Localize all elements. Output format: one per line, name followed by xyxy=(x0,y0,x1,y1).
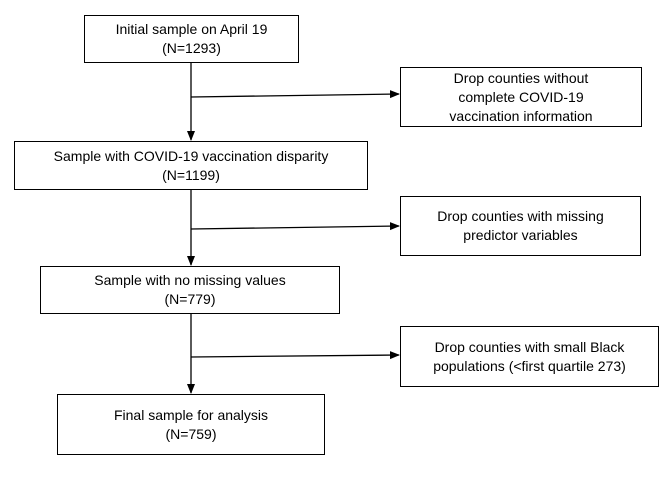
exclusion-text-line: Drop counties without xyxy=(453,69,589,86)
arrow-to-exclusion-3 xyxy=(190,351,400,360)
exclusion-text-line: Drop counties with missing xyxy=(437,208,604,224)
step-box-vaccination-disparity: Sample with COVID-19 vaccination dispari… xyxy=(14,141,368,190)
exclusion-box-small-black-populations: Drop counties with small Black populatio… xyxy=(400,326,659,387)
exclusion-text-line: predictor variables xyxy=(463,227,578,243)
step-count: (N=1199) xyxy=(162,166,220,183)
exclusion-box-missing-predictors: Drop counties with missing predictor var… xyxy=(400,196,641,256)
exclusion-text-line: complete COVID-19 xyxy=(458,88,584,105)
step-box-no-missing-values: Sample with no missing values (N=779) xyxy=(40,266,340,314)
exclusion-box-incomplete-vaccination: Drop counties without complete COVID-19 … xyxy=(400,67,642,127)
step-box-final-sample: Final sample for analysis (N=759) xyxy=(57,394,325,455)
exclusion-text-line: vaccination information xyxy=(449,107,593,124)
step-box-initial-sample: Initial sample on April 19 (N=1293) xyxy=(84,15,299,63)
arrow-to-exclusion-1 xyxy=(190,90,400,99)
step-text-line: Sample with no missing values xyxy=(94,272,286,288)
exclusion-text-line: populations (<first quartile 273) xyxy=(433,357,626,374)
step-count: (N=1293) xyxy=(162,40,221,56)
step-count: (N=759) xyxy=(165,425,217,442)
step-text-line: Final sample for analysis xyxy=(113,406,269,423)
step-text-line: Initial sample on April 19 xyxy=(115,21,268,37)
step-text-line: Sample with COVID-19 vaccination dispari… xyxy=(53,147,329,164)
step-count: (N=779) xyxy=(164,291,216,307)
exclusion-text-line: Drop counties with small Black xyxy=(434,338,625,355)
arrow-to-exclusion-2 xyxy=(190,222,400,231)
